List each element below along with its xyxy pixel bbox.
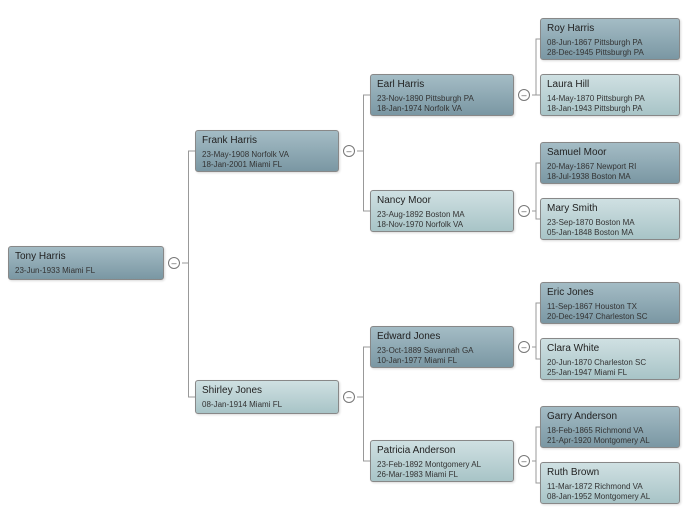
person-birth: 23-Sep-1870 Boston MA xyxy=(547,218,673,228)
person-name: Eric Jones xyxy=(547,287,673,298)
collapse-toggle-shirley[interactable]: – xyxy=(343,391,355,403)
person-node-earl[interactable]: Earl Harris 23-Nov-1890 Pittsburgh PA18-J… xyxy=(370,74,514,116)
person-death: 20-Dec-1947 Charleston SC xyxy=(547,312,673,322)
person-birth: 23-May-1908 Norfolk VA xyxy=(202,150,332,160)
edge-earl-roy xyxy=(532,39,540,95)
person-death: 05-Jan-1848 Boston MA xyxy=(547,228,673,238)
edge-tony-frank xyxy=(182,151,195,263)
collapse-toggle-earl[interactable]: – xyxy=(518,89,530,101)
person-node-tony[interactable]: Tony Harris 23-Jun-1933 Miami FL xyxy=(8,246,164,280)
person-birth: 11-Mar-1872 Richmond VA xyxy=(547,482,673,492)
edge-patricia-ruth xyxy=(532,461,540,483)
person-name: Frank Harris xyxy=(202,135,332,146)
edge-shirley-patricia xyxy=(357,397,370,461)
person-node-mary[interactable]: Mary Smith 23-Sep-1870 Boston MA05-Jan-18… xyxy=(540,198,680,240)
person-node-frank[interactable]: Frank Harris 23-May-1908 Norfolk VA18-Jan… xyxy=(195,130,339,172)
edge-nancy-mary xyxy=(532,211,540,219)
person-name: Earl Harris xyxy=(377,79,507,90)
person-birth: 20-May-1867 Newport RI xyxy=(547,162,673,172)
person-birth: 18-Feb-1865 Richmond VA xyxy=(547,426,673,436)
person-death: 21-Apr-1920 Montgomery AL xyxy=(547,436,673,446)
person-name: Shirley Jones xyxy=(202,385,332,396)
person-birth: 23-Oct-1889 Savannah GA xyxy=(377,346,507,356)
person-birth: 23-Feb-1892 Montgomery AL xyxy=(377,460,507,470)
person-node-ruth[interactable]: Ruth Brown 11-Mar-1872 Richmond VA08-Jan-… xyxy=(540,462,680,504)
person-birth: 14-May-1870 Pittsburgh PA xyxy=(547,94,673,104)
person-name: Edward Jones xyxy=(377,331,507,342)
person-birth: 23-Nov-1890 Pittsburgh PA xyxy=(377,94,507,104)
person-node-nancy[interactable]: Nancy Moor 23-Aug-1892 Boston MA18-Nov-19… xyxy=(370,190,514,232)
person-birth: 20-Jun-1870 Charleston SC xyxy=(547,358,673,368)
person-node-shirley[interactable]: Shirley Jones 08-Jan-1914 Miami FL xyxy=(195,380,339,414)
person-node-laura[interactable]: Laura Hill 14-May-1870 Pittsburgh PA18-Ja… xyxy=(540,74,680,116)
collapse-toggle-frank[interactable]: – xyxy=(343,145,355,157)
person-death: 25-Jan-1947 Miami FL xyxy=(547,368,673,378)
edge-nancy-samuel xyxy=(532,163,540,211)
person-death: 18-Jan-2001 Miami FL xyxy=(202,160,332,170)
person-node-patricia[interactable]: Patricia Anderson 23-Feb-1892 Montgomery … xyxy=(370,440,514,482)
person-node-roy[interactable]: Roy Harris 08-Jun-1867 Pittsburgh PA28-De… xyxy=(540,18,680,60)
person-death: 08-Jan-1952 Montgomery AL xyxy=(547,492,673,502)
person-death: 26-Mar-1983 Miami FL xyxy=(377,470,507,480)
edge-patricia-garry xyxy=(532,427,540,461)
person-name: Clara White xyxy=(547,343,673,354)
person-name: Mary Smith xyxy=(547,203,673,214)
edge-shirley-edward xyxy=(357,347,370,397)
person-death: 18-Jul-1938 Boston MA xyxy=(547,172,673,182)
person-node-samuel[interactable]: Samuel Moor 20-May-1867 Newport RI18-Jul-… xyxy=(540,142,680,184)
edge-edward-eric xyxy=(532,303,540,347)
person-birth: 23-Jun-1933 Miami FL xyxy=(15,266,157,276)
person-name: Laura Hill xyxy=(547,79,673,90)
person-name: Tony Harris xyxy=(15,251,157,262)
person-death: 10-Jan-1977 Miami FL xyxy=(377,356,507,366)
person-name: Nancy Moor xyxy=(377,195,507,206)
person-birth: 23-Aug-1892 Boston MA xyxy=(377,210,507,220)
person-name: Roy Harris xyxy=(547,23,673,34)
person-node-garry[interactable]: Garry Anderson 18-Feb-1865 Richmond VA21-… xyxy=(540,406,680,448)
person-name: Patricia Anderson xyxy=(377,445,507,456)
person-name: Ruth Brown xyxy=(547,467,673,478)
edge-edward-clara xyxy=(532,347,540,359)
collapse-toggle-edward[interactable]: – xyxy=(518,341,530,353)
edge-frank-nancy xyxy=(357,151,370,211)
person-node-eric[interactable]: Eric Jones 11-Sep-1867 Houston TX20-Dec-1… xyxy=(540,282,680,324)
person-name: Garry Anderson xyxy=(547,411,673,422)
collapse-toggle-nancy[interactable]: – xyxy=(518,205,530,217)
collapse-toggle-tony[interactable]: – xyxy=(168,257,180,269)
person-death: 18-Nov-1970 Norfolk VA xyxy=(377,220,507,230)
person-death: 18-Jan-1974 Norfolk VA xyxy=(377,104,507,114)
person-node-clara[interactable]: Clara White 20-Jun-1870 Charleston SC25-J… xyxy=(540,338,680,380)
edge-frank-earl xyxy=(357,95,370,151)
person-birth: 08-Jan-1914 Miami FL xyxy=(202,400,332,410)
person-birth: 08-Jun-1867 Pittsburgh PA xyxy=(547,38,673,48)
person-node-edward[interactable]: Edward Jones 23-Oct-1889 Savannah GA10-Ja… xyxy=(370,326,514,368)
collapse-toggle-patricia[interactable]: – xyxy=(518,455,530,467)
person-death: 18-Jan-1943 Pittsburgh PA xyxy=(547,104,673,114)
person-birth: 11-Sep-1867 Houston TX xyxy=(547,302,673,312)
person-death: 28-Dec-1945 Pittsburgh PA xyxy=(547,48,673,58)
person-name: Samuel Moor xyxy=(547,147,673,158)
edge-tony-shirley xyxy=(182,263,195,397)
